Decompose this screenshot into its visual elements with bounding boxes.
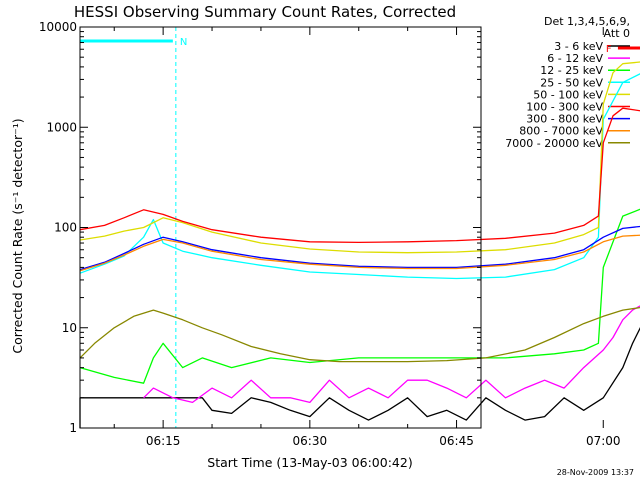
legend-label-7: 300 - 800 keV	[526, 113, 603, 126]
night-flag-label: N	[180, 37, 187, 48]
series-line-1	[79, 326, 640, 428]
x-axis-label: Start Time (13-May-03 06:00:42)	[207, 455, 412, 470]
series-line-8	[79, 234, 640, 272]
chart-title: HESSI Observing Summary Count Rates, Cor…	[74, 3, 456, 21]
y-tick-label-1: 1	[69, 421, 77, 435]
y-tick-label-5: 10000	[39, 20, 77, 34]
legend-header-line-1: Det 1,3,4,5,6,9,	[544, 15, 630, 28]
series-line-5	[79, 61, 640, 254]
x-tick-label-4: 07:00	[586, 434, 621, 448]
x-tick-label-3: 06:45	[439, 434, 474, 448]
series-line-2	[143, 305, 640, 404]
timestamp: 28-Nov-2009 13:37	[557, 468, 634, 477]
legend-label-3: 12 - 25 keV	[540, 64, 603, 77]
legend-label-9: 7000 - 20000 keV	[505, 137, 603, 150]
legend-label-1: 3 - 6 keV	[554, 40, 603, 53]
legend-header-line-2: Att 0	[604, 27, 630, 40]
legend-label-8: 800 - 7000 keV	[519, 125, 603, 138]
legend-label-6: 100 - 300 keV	[526, 101, 603, 114]
series-line-3	[79, 208, 640, 384]
series-line-6	[79, 107, 640, 244]
x-tick-label-2: 06:30	[293, 434, 328, 448]
y-axis-label: Corrected Count Rate (s⁻¹ detector⁻¹)	[10, 118, 25, 353]
legend-label-2: 6 - 12 keV	[547, 52, 603, 65]
y-tick-label-2: 10	[62, 321, 77, 335]
legend-label-4: 25 - 50 keV	[540, 76, 603, 89]
series-line-9	[79, 306, 640, 363]
series-line-7	[79, 225, 640, 271]
x-tick-label-1: 06:15	[146, 434, 181, 448]
legend-label-5: 50 - 100 keV	[533, 88, 603, 101]
y-tick-label-3: 100	[54, 221, 77, 235]
flare-flag-label: F	[606, 44, 612, 55]
y-tick-label-4: 1000	[46, 120, 77, 134]
